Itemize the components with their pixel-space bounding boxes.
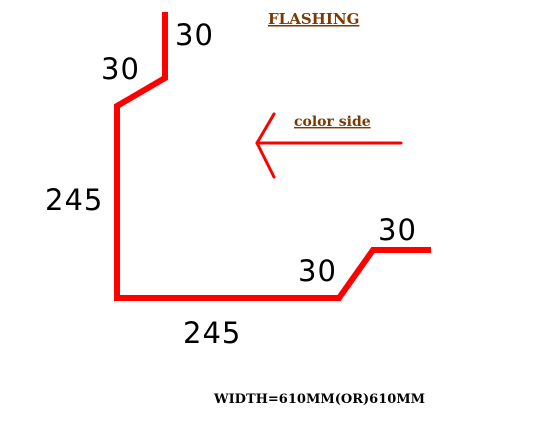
dim-top-slope: 30	[101, 52, 140, 86]
flashing-profile	[114, 12, 431, 301]
diagram-title: FLASHING	[268, 10, 359, 28]
dim-top-vertical: 30	[175, 18, 214, 52]
dim-right-slope: 30	[298, 254, 337, 288]
color-side-arrow	[255, 112, 403, 179]
color-side-label: color side	[294, 114, 371, 130]
dim-left-vertical: 245	[45, 183, 103, 217]
dim-bottom-horizontal: 245	[183, 316, 241, 350]
width-note: WIDTH=610MM(OR)610MM	[213, 392, 425, 407]
dim-right-horizontal: 30	[378, 213, 417, 247]
